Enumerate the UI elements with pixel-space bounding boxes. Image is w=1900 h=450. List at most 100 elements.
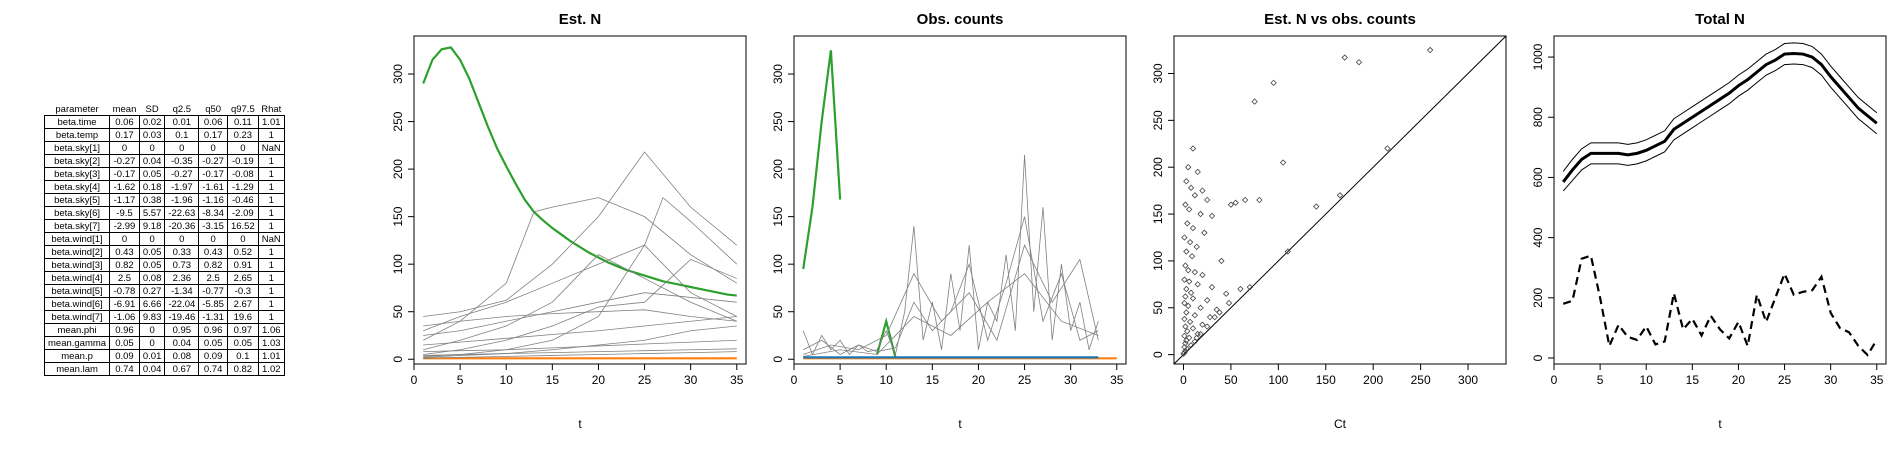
table-cell: beta.sky[5] [43,193,111,207]
data-point [1204,297,1211,304]
table-row: beta.wind[2] 0.43 0.05 0.33 0.43 0.52 1 [43,245,285,259]
y-tick-label: 0 [1531,354,1545,361]
data-point [1225,299,1233,307]
table-cell: beta.sky[3] [43,167,111,181]
data-point [1183,309,1190,316]
data-point [1206,313,1214,321]
y-tick-label: 250 [771,111,785,131]
table-cell: 0.02 [138,115,166,129]
table-cell: -6.91 [109,297,140,311]
x-tick-label: 15 [1686,373,1700,387]
table-cell: 0.11 [226,115,259,129]
table-cell: 0 [138,336,166,350]
table-cell: 0 [226,141,259,155]
table-cell: NaN [257,232,285,246]
table-cell: -9.5 [109,206,140,220]
data-point [1341,54,1348,61]
table-cell: 1 [257,180,285,194]
data-point [1181,234,1188,241]
table-cell: 0.43 [109,245,140,259]
series-line [423,316,737,346]
table-cell: -22.63 [164,206,200,220]
table-cell: 0.96 [109,323,140,337]
x-tick-label: 15 [546,373,560,387]
table-cell: 1.06 [257,323,285,337]
table-cell: -20.36 [164,219,200,233]
table-row: beta.sky[1] 0 0 0 0 0 NaN [43,141,285,155]
table-cell: -19.46 [164,310,200,324]
table-cell: 0.73 [164,258,200,272]
table-row: beta.time 0.06 0.02 0.01 0.06 0.11 1.01 [43,115,285,129]
table-cell: 0.52 [226,245,259,259]
table-cell: 2.5 [198,271,228,285]
table-cell: 0.01 [164,115,200,129]
series-line [423,244,737,332]
table-cell: 1 [257,271,285,285]
x-tick-label: 25 [1018,373,1032,387]
table-cell: 0 [138,232,166,246]
series-line [423,292,737,336]
y-tick-label: 150 [771,206,785,226]
data-point [1181,276,1188,283]
chart-title: Est. N [559,11,602,28]
y-tick-label: 50 [1151,301,1165,315]
table-cell: 0.01 [138,349,166,363]
data-point [1180,350,1187,357]
x-tick-label: 30 [1824,373,1838,387]
series-line [423,339,737,353]
data-point [1185,267,1192,274]
data-point [1191,268,1199,276]
x-tick-label: 35 [1870,373,1884,387]
plot-obs-counts: Obs. countstCt05101520253035050100150200… [771,11,1127,431]
series-line [803,273,1099,357]
data-point [1223,290,1230,297]
table-cell: beta.wind[5] [43,284,111,298]
table-cell: 2.5 [109,271,140,285]
table-cell: -0.19 [226,154,259,168]
data-point [1186,318,1194,325]
x-tick-label: 20 [1732,373,1746,387]
series-line [423,351,737,359]
x-tick-label: 0 [791,373,798,387]
table-cell: 1 [257,310,285,324]
data-point [1191,192,1199,199]
table-cell: -0.17 [109,167,140,181]
data-point [1186,206,1193,213]
table-row: beta.sky[6] -9.5 5.57 -22.63 -8.34 -2.09 1 [43,206,285,220]
data-point [1384,145,1391,152]
data-point [1182,262,1189,269]
data-point [1186,278,1193,285]
table-row: beta.sky[7] -2.99 9.18 -20.36 -3.15 16.52 1 [43,219,285,233]
table-cell: beta.sky[4] [43,180,111,194]
x-tick-label: 25 [638,373,652,387]
table-cell: beta.sky[6] [43,206,111,220]
table-cell: -1.16 [198,193,228,207]
table-cell: 0.23 [226,128,259,142]
table-cell: beta.sky[7] [43,219,111,233]
table-cell: 0.82 [226,362,259,376]
plot-est-n-vs-obs: Est. N vs obs. countsCtNt050100150200250… [1151,11,1507,431]
table-cell: -1.61 [198,180,228,194]
plot-area [422,46,738,360]
table-row: mean.lam 0.74 0.04 0.67 0.74 0.82 1.02 [43,362,285,376]
data-point [1241,196,1249,204]
table-cell: beta.wind[7] [43,310,111,324]
table-cell: -0.27 [109,154,140,168]
data-point [1227,201,1235,208]
data-point [1336,192,1344,199]
data-point [1186,239,1194,246]
plot-frame [1173,35,1507,365]
table-cell: 1 [257,219,285,233]
y-tick-label: 300 [771,64,785,84]
y-tick-label: 150 [1151,204,1165,224]
table-cell: 0 [138,323,166,337]
x-tick-label: 5 [837,373,844,387]
x-tick-label: 20 [972,373,986,387]
table-cell: 0.17 [109,128,140,142]
table-cell: beta.wind[3] [43,258,111,272]
data-point [1204,196,1211,204]
table-cell: 9.83 [138,310,166,324]
x-axis-label: t [1718,417,1722,431]
table-cell: 0 [164,232,200,246]
table-cell: 0.33 [164,245,200,259]
